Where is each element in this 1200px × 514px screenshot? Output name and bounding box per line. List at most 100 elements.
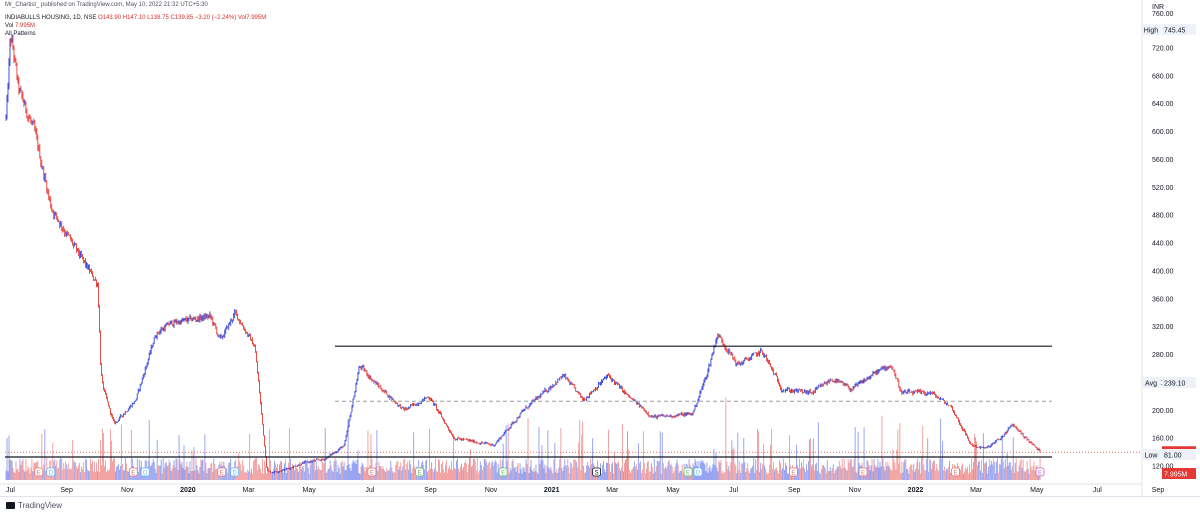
event-marker-icon[interactable] <box>951 467 960 477</box>
volume-bar <box>333 461 335 480</box>
volume-bar <box>62 469 64 480</box>
event-marker-icon[interactable] <box>789 467 798 477</box>
volume-bar <box>74 461 76 480</box>
volume-bar <box>338 468 340 480</box>
volume-bar <box>561 467 563 480</box>
volume-bar <box>919 461 921 480</box>
event-marker-icon[interactable] <box>217 467 227 477</box>
event-marker-icon[interactable] <box>415 467 425 477</box>
event-marker-icon[interactable] <box>498 467 508 477</box>
volume-bar <box>591 464 593 480</box>
volume-bar <box>993 461 995 480</box>
volume-bar <box>437 471 438 480</box>
volume-bar <box>193 447 195 480</box>
volume-bar <box>819 473 821 480</box>
volume-bar <box>92 460 93 480</box>
volume-bar <box>1010 470 1012 480</box>
volume-bar <box>1025 470 1027 480</box>
volume-bar <box>380 465 382 480</box>
volume-bar <box>258 464 260 480</box>
volume-bar <box>285 473 287 480</box>
volume-bar <box>161 473 163 480</box>
volume-bar <box>885 461 887 480</box>
event-marker-icon[interactable] <box>592 467 601 477</box>
volume-bar <box>938 470 940 480</box>
volume-bar <box>299 462 301 480</box>
volume-bar <box>731 440 733 480</box>
volume-bar <box>649 471 651 480</box>
volume-bar <box>988 458 990 480</box>
volume-bar <box>104 466 105 480</box>
volume-bar <box>486 464 488 480</box>
volume-bar <box>929 458 931 480</box>
volume-bar <box>927 438 929 480</box>
event-marker-icon[interactable] <box>1035 467 1045 477</box>
volume-bar <box>297 471 299 480</box>
symbol-label[interactable]: INDIABULLS HOUSING, 1D, NSE <box>5 15 97 21</box>
volume-bar <box>171 469 173 480</box>
volume-bar <box>966 469 967 480</box>
volume-bar <box>318 468 320 480</box>
volume-bar <box>705 471 707 480</box>
volume-bar <box>852 467 854 480</box>
volume-bar <box>934 460 936 480</box>
volume-bar <box>210 463 212 480</box>
event-marker-icon[interactable] <box>858 467 868 477</box>
volume-inline: Vol7.995M <box>237 15 267 21</box>
volume-box <box>1162 468 1196 479</box>
volume-bar <box>761 468 763 480</box>
volume-bar <box>937 468 939 480</box>
volume-bar <box>320 469 322 480</box>
volume-bar <box>407 461 409 480</box>
volume-bar <box>543 468 545 480</box>
volume-bar <box>456 458 458 480</box>
volume-bar <box>311 460 313 480</box>
volume-bar <box>482 466 484 480</box>
volume-bar <box>611 464 612 480</box>
volume-bar <box>753 458 755 480</box>
volume-bar <box>942 441 944 480</box>
event-marker-icon[interactable] <box>230 467 240 477</box>
event-marker-icon[interactable] <box>683 467 693 477</box>
volume-bar <box>302 466 304 480</box>
volume-bar <box>1034 470 1036 480</box>
volume-bar <box>534 471 536 480</box>
volume-bar <box>173 460 175 480</box>
volume-bar <box>45 470 47 480</box>
y-tick-label: 640.00 <box>1152 101 1174 108</box>
volume-bar <box>669 465 671 480</box>
volume-bar <box>347 418 349 480</box>
volume-bar <box>933 460 935 480</box>
volume-bar <box>622 424 623 480</box>
event-marker-icon[interactable] <box>367 467 377 477</box>
high-label-box <box>1141 24 1161 36</box>
volume-bar <box>1002 461 1004 480</box>
volume-axis-value: 7.995M <box>1164 472 1188 479</box>
event-marker-icon[interactable] <box>140 467 150 477</box>
volume-legend-label[interactable]: Vol <box>5 23 14 29</box>
volume-bar <box>378 461 380 480</box>
volume-bar <box>997 472 999 480</box>
event-marker-icon[interactable] <box>128 467 138 477</box>
event-marker-icon[interactable] <box>34 467 44 477</box>
event-marker-icon[interactable] <box>693 467 703 477</box>
tradingview-logo[interactable]: TradingView <box>6 501 62 510</box>
volume-bar <box>403 459 405 480</box>
event-marker-icon[interactable] <box>46 467 56 477</box>
volume-bar <box>519 463 521 480</box>
volume-bar <box>107 469 108 480</box>
volume-bar <box>633 461 635 480</box>
volume-bar <box>288 428 290 480</box>
volume-bar <box>1021 467 1023 480</box>
volume-bar <box>555 472 557 480</box>
volume-bar <box>804 472 806 480</box>
indicator-label[interactable]: All Patterns <box>5 31 36 37</box>
volume-bar <box>199 466 201 480</box>
volume-bar <box>760 462 762 480</box>
volume-bar <box>82 469 84 480</box>
volume-bar <box>155 472 157 480</box>
volume-bar <box>331 470 333 480</box>
volume-bar <box>14 473 16 480</box>
volume-bar <box>1014 463 1016 480</box>
